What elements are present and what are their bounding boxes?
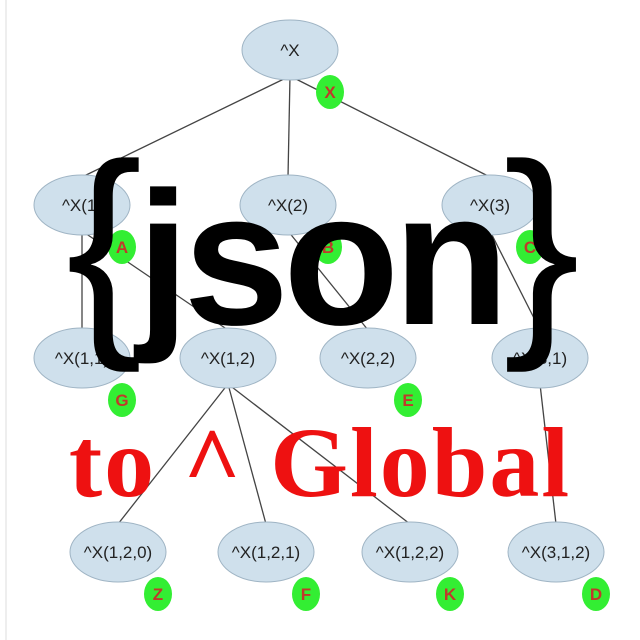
json-word: json xyxy=(136,153,510,365)
node-badge xyxy=(516,230,544,264)
tree-edge xyxy=(489,230,541,331)
tree-node: ^X(1) A xyxy=(33,174,136,264)
node-badge-label: G xyxy=(115,391,128,410)
node-ellipse xyxy=(33,327,131,389)
node-badge-label: A xyxy=(116,238,128,257)
node-label: ^X(1) xyxy=(62,196,102,215)
node-badge xyxy=(316,75,344,109)
node-badge-label: Z xyxy=(153,585,163,604)
node-badge-label: B xyxy=(322,238,334,257)
node-label: ^X(2,2) xyxy=(341,349,395,368)
close-brace: } xyxy=(503,116,580,373)
json-title: {json} xyxy=(0,130,640,360)
tree-node: ^X X xyxy=(241,19,344,109)
tree-node: ^X(1,1) G xyxy=(33,327,136,417)
node-label: ^X xyxy=(280,41,299,60)
node-badge xyxy=(292,577,320,611)
node-badge xyxy=(314,230,342,264)
node-label: ^X(3,1,2) xyxy=(522,543,590,562)
tree-edge xyxy=(539,383,557,525)
tree-node: ^X(2) B xyxy=(239,174,342,264)
node-badge xyxy=(144,577,172,611)
node-ellipse xyxy=(507,521,605,583)
tree-node: ^X(3,1) xyxy=(491,327,589,389)
tree-node: ^X(1,2,0) Z xyxy=(69,521,172,611)
node-ellipse xyxy=(179,327,277,389)
node-label: ^X(1,1) xyxy=(55,349,109,368)
tree-edge xyxy=(287,230,369,331)
tree-edge xyxy=(227,383,267,525)
tree-node: ^X(3) C xyxy=(441,174,544,264)
node-badge-label: C xyxy=(524,238,536,257)
node-badge-label: D xyxy=(590,585,602,604)
tree-edge xyxy=(227,383,411,525)
node-label: ^X(3,1) xyxy=(513,349,567,368)
node-label: ^X(1,2,0) xyxy=(84,543,152,562)
tree-edge xyxy=(117,383,229,525)
node-ellipse xyxy=(69,521,167,583)
tree-node: ^X(2,2) E xyxy=(319,327,422,417)
node-ellipse xyxy=(217,521,315,583)
tree-node: ^X(1,2,1) F xyxy=(217,521,320,611)
node-ellipse xyxy=(491,327,589,389)
node-label: ^X(1,2,1) xyxy=(232,543,300,562)
node-label: ^X(1,2) xyxy=(201,349,255,368)
node-badge-label: X xyxy=(324,83,336,102)
node-ellipse xyxy=(33,174,131,236)
node-ellipse xyxy=(319,327,417,389)
node-ellipse xyxy=(441,174,539,236)
tree-nodes: ^X X ^X(1) A ^X(2) B ^X(3) C ^X(1,1) G ^X(1,2) ^X(2… xyxy=(33,19,610,611)
node-badge-label: K xyxy=(444,585,457,604)
node-badge xyxy=(582,577,610,611)
tree-node: ^X(3,1,2) D xyxy=(507,521,610,611)
node-ellipse xyxy=(241,19,339,81)
node-label: ^X(3) xyxy=(470,196,510,215)
subtitle: to ^ Global xyxy=(68,407,572,518)
node-badge xyxy=(108,230,136,264)
node-badge-label: E xyxy=(402,391,413,410)
node-ellipse xyxy=(239,174,337,236)
tree-node: ^X(1,2) xyxy=(179,327,277,389)
node-badge xyxy=(436,577,464,611)
node-badge xyxy=(108,383,136,417)
tree-edge xyxy=(81,75,291,178)
node-ellipse xyxy=(361,521,459,583)
open-brace: { xyxy=(65,116,143,373)
tree-node: ^X(1,2,2) K xyxy=(361,521,464,611)
tree-edge xyxy=(81,230,229,331)
node-label: ^X(1,2,2) xyxy=(376,543,444,562)
node-badge-label: F xyxy=(301,585,311,604)
tree-edge xyxy=(287,75,291,178)
node-label: ^X(2) xyxy=(268,196,308,215)
node-badge xyxy=(394,383,422,417)
